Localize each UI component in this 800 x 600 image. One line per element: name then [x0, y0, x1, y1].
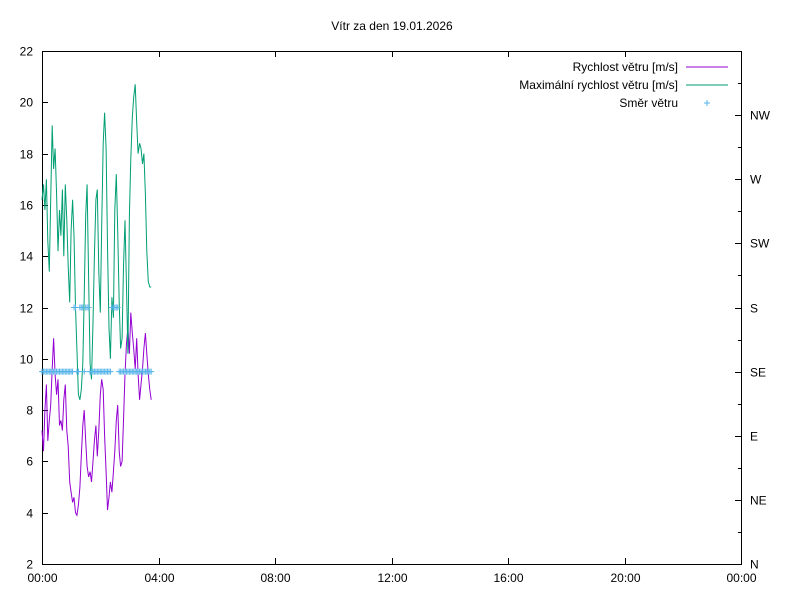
y2-tick-label: W	[750, 173, 762, 187]
y-tick-label: 6	[26, 455, 33, 469]
legend: Rychlost větru [m/s] Maximální rychlost v…	[519, 60, 728, 110]
y-tick-label: 10	[20, 353, 34, 367]
direction-point	[85, 304, 92, 311]
x-tick-label: 20:00	[610, 571, 640, 585]
y-tick-label: 8	[26, 404, 33, 418]
y2-tick-label: NW	[750, 109, 771, 123]
series-line-1	[41, 84, 152, 400]
y-tick-label: 20	[20, 96, 34, 110]
y2-tick-label: SW	[750, 237, 770, 251]
x-tick-label: 12:00	[377, 571, 407, 585]
y-tick-label: 16	[20, 199, 34, 213]
y2-tick-label: S	[750, 302, 758, 316]
x-tick-label: 00:00	[27, 571, 57, 585]
series-line-0	[41, 312, 152, 517]
direction-point	[148, 368, 155, 375]
direction-point	[81, 368, 88, 375]
y-tick-label: 14	[20, 250, 34, 264]
direction-point	[107, 368, 114, 375]
y2-axis: N NE E SE S SW W NW	[735, 83, 771, 572]
chart-title: Vítr za den 19.01.2026	[331, 19, 453, 33]
y-tick-label: 22	[20, 45, 34, 59]
direction-point	[114, 304, 121, 311]
x-tick-label: 08:00	[260, 571, 290, 585]
y2-tick-label: N	[750, 558, 759, 572]
x-axis: 00:00 04:00 08:00 12:00 16:00 20:00 00:00	[27, 51, 757, 585]
y2-tick-label: NE	[750, 494, 767, 508]
y-tick-label: 4	[26, 507, 33, 521]
y-tick-label: 12	[20, 302, 34, 316]
y-tick-label: 2	[26, 558, 33, 572]
legend-label: Maximální rychlost větru [m/s]	[519, 78, 678, 92]
y-axis: 2 4 6 8 10 12 14 16 18 20 22	[20, 45, 48, 572]
x-tick-label: 04:00	[144, 571, 174, 585]
legend-label: Rychlost větru [m/s]	[573, 60, 678, 74]
y2-tick-label: SE	[750, 366, 766, 380]
plot-frame	[42, 51, 742, 565]
series-layer	[39, 84, 155, 517]
x-tick-label: 16:00	[493, 571, 523, 585]
direction-point	[75, 368, 82, 375]
x-tick-label: 00:00	[726, 571, 756, 585]
legend-label: Směr větru	[619, 96, 678, 110]
y2-tick-label: E	[750, 430, 758, 444]
y-tick-label: 18	[20, 148, 34, 162]
